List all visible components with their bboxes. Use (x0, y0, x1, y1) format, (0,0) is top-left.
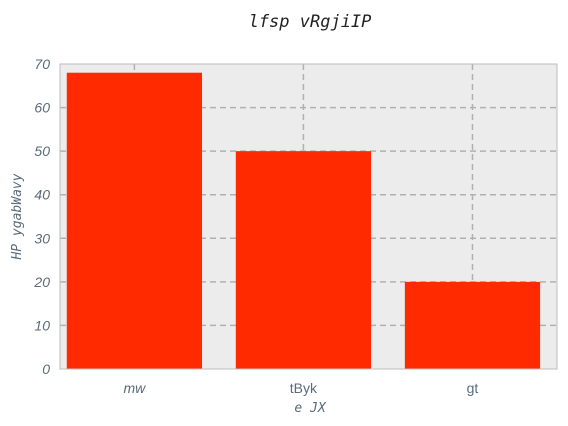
y-tick-label: 0 (42, 361, 50, 377)
bar-gt (404, 281, 541, 369)
y-tick-label: 20 (33, 274, 50, 290)
y-tick-label: 30 (34, 230, 50, 246)
bars (66, 72, 541, 369)
x-tick-label: tByk (290, 380, 318, 396)
y-axis-label: HP ygabWavy (10, 173, 25, 260)
chart-title: lfsp vRgjiIP (249, 12, 372, 32)
plot-border (59, 63, 558, 370)
y-tick-label: 70 (34, 56, 50, 72)
x-axis-label: e JX (294, 401, 326, 416)
x-tick-label: mw (123, 380, 146, 396)
y-tick-label: 60 (34, 100, 50, 116)
x-tick-label: gt (467, 380, 479, 396)
y-tick-label: 10 (34, 317, 50, 333)
y-tick-label: 50 (34, 143, 50, 159)
y-tick-label: 40 (34, 187, 50, 203)
bar-tByk (235, 151, 372, 369)
bar-mw (66, 72, 202, 369)
